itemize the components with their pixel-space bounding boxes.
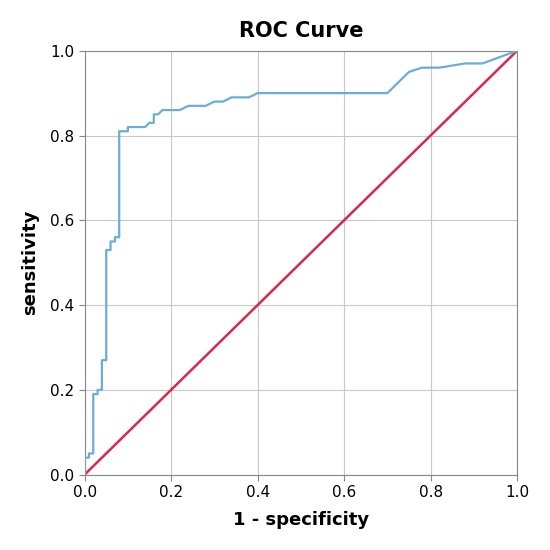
Title: ROC Curve: ROC Curve bbox=[239, 21, 363, 41]
Y-axis label: sensitivity: sensitivity bbox=[21, 210, 39, 315]
X-axis label: 1 - specificity: 1 - specificity bbox=[233, 511, 369, 529]
